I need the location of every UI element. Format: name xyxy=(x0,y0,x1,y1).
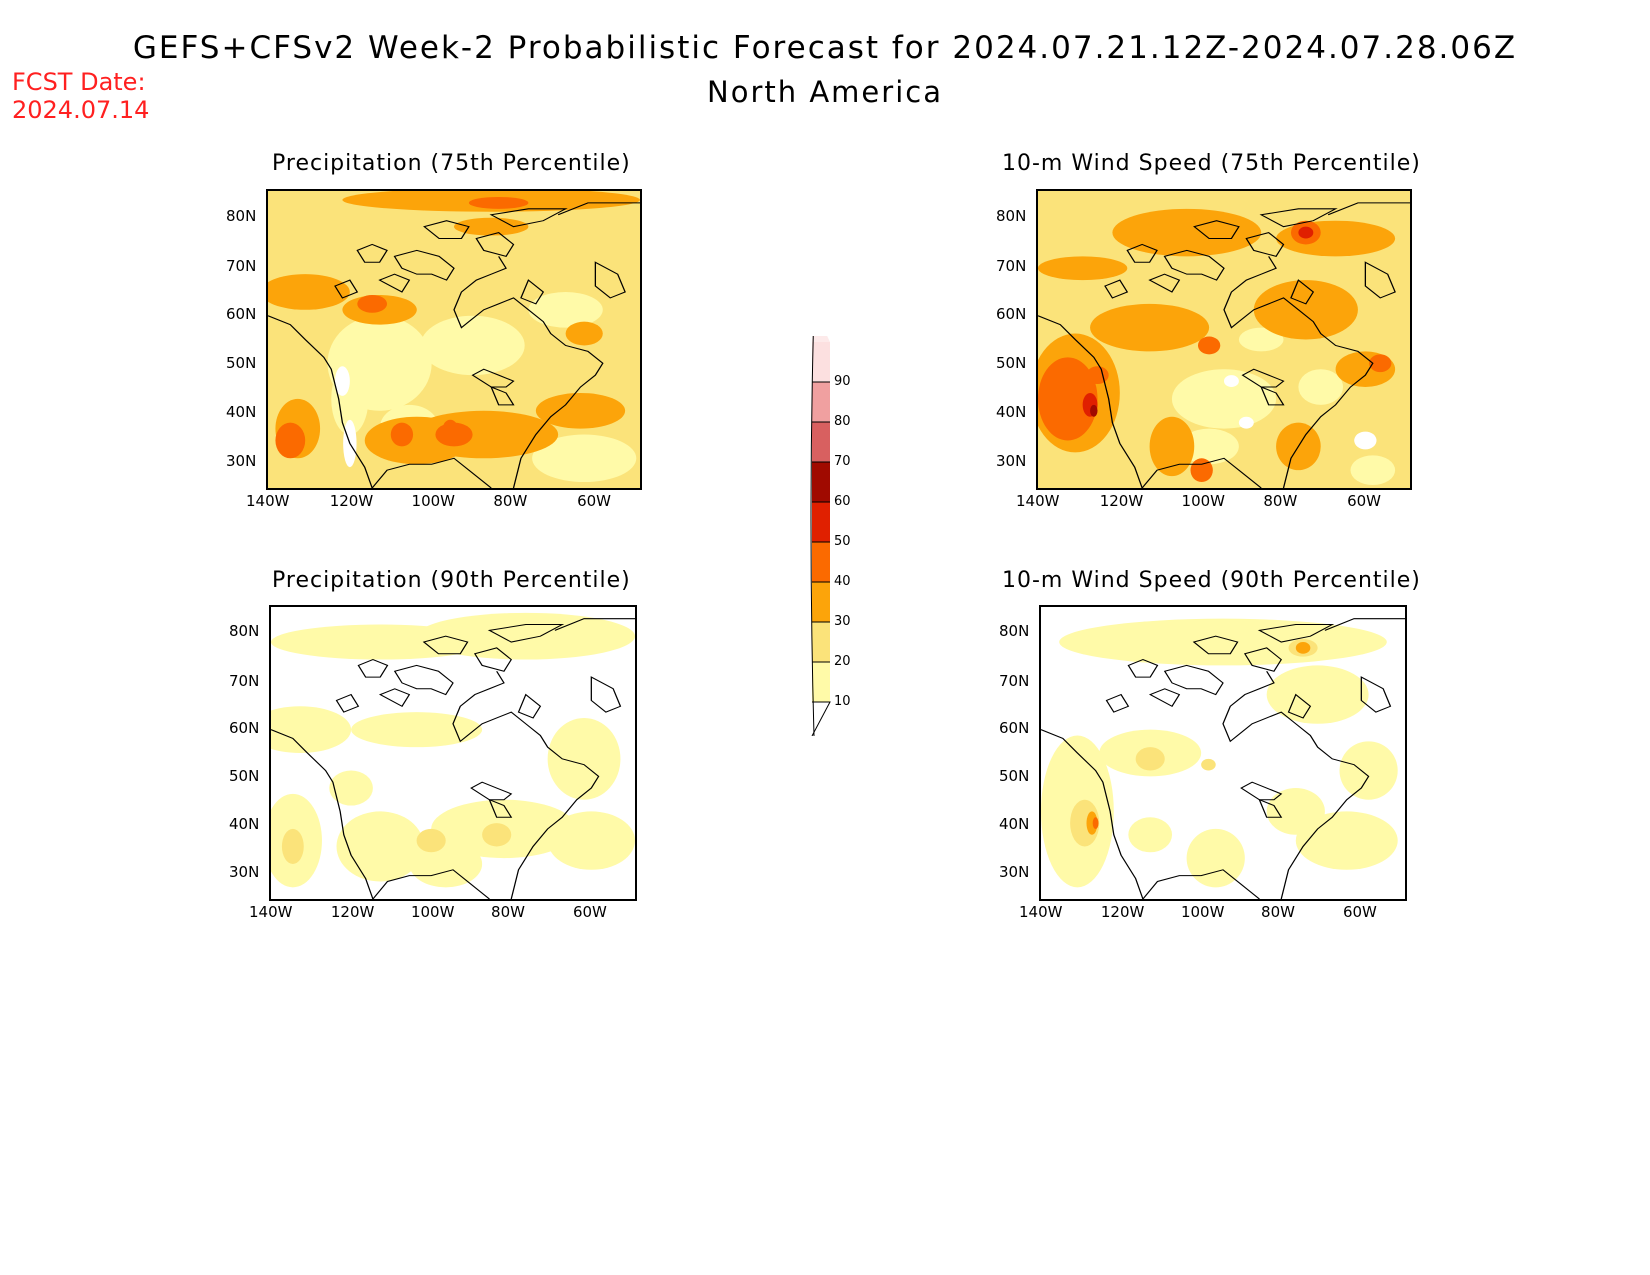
lon-tick-label: 100W xyxy=(411,492,455,510)
lon-tick-label: 60W xyxy=(572,903,607,921)
lon-tick-label: 120W xyxy=(329,492,374,510)
colorbar-level-label: 10 xyxy=(834,694,851,709)
colorbar-level-label: 80 xyxy=(834,414,851,429)
lon-tick-label: 60W xyxy=(1347,492,1381,510)
lat-tick-label: 80N xyxy=(229,622,260,641)
lon-tick-label: 60W xyxy=(577,492,611,510)
lat-tick-label: 50N xyxy=(996,353,1027,372)
forecast-date-value: 2024.07.14 xyxy=(12,96,150,124)
panel-title-wind75: 10-m Wind Speed (75th Percentile) xyxy=(1002,151,1421,176)
lon-tick-label: 120W xyxy=(1099,492,1144,510)
lat-tick-label: 50N xyxy=(229,766,260,785)
lat-tick-label: 40N xyxy=(999,815,1030,833)
colorbar-swatch xyxy=(812,542,830,582)
map-wind90 xyxy=(1039,605,1407,901)
colorbar-level-label: 30 xyxy=(834,614,851,629)
colorbar-swatch xyxy=(812,622,830,662)
lat-tick-label: 40N xyxy=(226,402,257,421)
panel-title-wind90: 10-m Wind Speed (90th Percentile) xyxy=(1002,568,1421,593)
colorbar-swatch xyxy=(812,422,830,462)
colorbar-level-label: 70 xyxy=(834,454,851,469)
lon-tick-label: 100W xyxy=(1181,492,1225,510)
lat-tick-label: 50N xyxy=(226,353,257,372)
panel-title-precip90: Precipitation (90th Percentile) xyxy=(272,568,631,593)
lon-tick-label: 140W xyxy=(249,903,293,921)
panel-title-precip75: Precipitation (75th Percentile) xyxy=(272,151,631,176)
colorbar-swatch xyxy=(812,462,830,502)
lat-tick-label: 70N xyxy=(229,671,260,690)
lat-tick-label: 70N xyxy=(996,257,1027,276)
lat-tick-label: 30N xyxy=(999,863,1030,882)
colorbar-level-label: 40 xyxy=(834,574,851,589)
colorbar: 10 20 30 40 50 60 70 80 90 xyxy=(800,336,860,736)
lat-tick-label: 80N xyxy=(996,206,1027,225)
lon-tick-label: 100W xyxy=(1180,903,1225,921)
lat-tick-label: 70N xyxy=(226,257,257,276)
lon-tick-label: 120W xyxy=(330,903,375,921)
page-title: GEFS+CFSv2 Week-2 Probabilistic Forecast… xyxy=(132,30,1518,66)
lat-tick-label: 60N xyxy=(996,304,1027,323)
map-precip90 xyxy=(269,605,637,901)
lat-tick-label: 60N xyxy=(229,718,260,737)
map-precip75 xyxy=(266,189,642,490)
forecast-date-block: FCST Date: 2024.07.14 xyxy=(12,68,149,124)
lat-tick-label: 40N xyxy=(996,402,1027,421)
lat-tick-label: 80N xyxy=(999,622,1030,641)
lat-tick-label: 60N xyxy=(999,718,1030,737)
lon-tick-label: 80W xyxy=(493,492,528,510)
colorbar-level-label: 90 xyxy=(834,374,851,389)
lat-tick-label: 70N xyxy=(999,671,1030,690)
lat-tick-label: 40N xyxy=(229,815,260,833)
colorbar-swatch xyxy=(812,502,830,542)
colorbar-level-label: 50 xyxy=(834,534,851,549)
lon-tick-label: 120W xyxy=(1100,903,1145,921)
lat-tick-label: 30N xyxy=(226,451,257,470)
lon-tick-label: 80W xyxy=(1261,903,1295,921)
lon-tick-label: 140W xyxy=(246,492,290,510)
colorbar-swatch xyxy=(812,342,830,382)
lat-tick-label: 80N xyxy=(226,206,257,225)
map-wind75 xyxy=(1036,189,1412,490)
lon-tick-label: 100W xyxy=(410,903,455,921)
colorbar-swatch xyxy=(812,662,830,702)
region-subtitle: North America xyxy=(707,75,943,109)
lon-tick-label: 80W xyxy=(1263,492,1298,510)
lat-tick-label: 60N xyxy=(226,304,257,323)
colorbar-swatch xyxy=(812,582,830,622)
lon-tick-label: 140W xyxy=(1016,492,1060,510)
colorbar-level-label: 60 xyxy=(834,494,851,509)
lon-tick-label: 60W xyxy=(1342,903,1377,921)
colorbar-level-label: 20 xyxy=(834,654,851,669)
lon-tick-label: 140W xyxy=(1019,903,1063,921)
colorbar-swatch xyxy=(812,382,830,422)
lat-tick-label: 30N xyxy=(229,863,260,882)
lat-tick-label: 30N xyxy=(996,451,1027,470)
forecast-date-label: FCST Date: xyxy=(12,68,146,96)
lat-tick-label: 50N xyxy=(999,766,1030,785)
lon-tick-label: 80W xyxy=(491,903,525,921)
